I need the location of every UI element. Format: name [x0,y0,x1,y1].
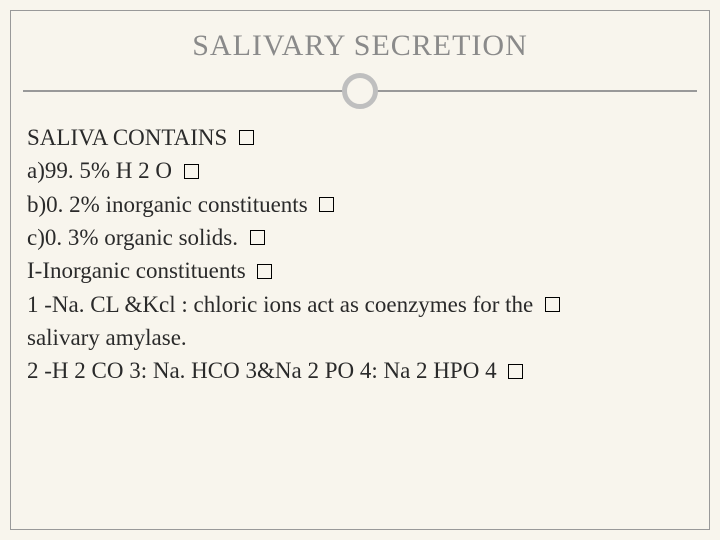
content-line: 1 -Na. CL &Kcl : chloric ions act as coe… [27,288,689,321]
line-text: 1 -Na. CL &Kcl : chloric ions act as coe… [27,292,539,317]
line-text: salivary amylase. [27,325,187,350]
content-line: b)0. 2% inorganic constituents [27,188,689,221]
bullet-marker-icon [319,197,334,212]
content-line: a)99. 5% H 2 O [27,154,689,187]
slide-title: SALIVARY SECRETION [11,29,709,63]
line-text: b)0. 2% inorganic constituents [27,192,313,217]
content-line: SALIVA CONTAINS [27,121,689,154]
line-text: 2 -H 2 CO 3: Na. HCO 3&Na 2 PO 4: Na 2 H… [27,358,502,383]
line-text: a)99. 5% H 2 O [27,158,178,183]
slide-inner: SALIVARY SECRETION SALIVA CONTAINS a)99.… [10,10,710,530]
title-divider [11,71,709,111]
content-line: I-Inorganic constituents [27,254,689,287]
content-line: 2 -H 2 CO 3: Na. HCO 3&Na 2 PO 4: Na 2 H… [27,354,689,387]
line-text: SALIVA CONTAINS [27,125,233,150]
bullet-marker-icon [250,230,265,245]
line-text: c)0. 3% organic solids. [27,225,244,250]
content-line: c)0. 3% organic solids. [27,221,689,254]
bullet-marker-icon [239,130,254,145]
line-text: I-Inorganic constituents [27,258,251,283]
content-line-continuation: salivary amylase. [27,321,689,354]
bullet-marker-icon [184,164,199,179]
divider-circle-icon [342,73,378,109]
bullet-marker-icon [257,264,272,279]
slide: SALIVARY SECRETION SALIVA CONTAINS a)99.… [0,0,720,540]
bullet-marker-icon [508,364,523,379]
bullet-marker-icon [545,297,560,312]
slide-content: SALIVA CONTAINS a)99. 5% H 2 O b)0. 2% i… [11,121,709,388]
